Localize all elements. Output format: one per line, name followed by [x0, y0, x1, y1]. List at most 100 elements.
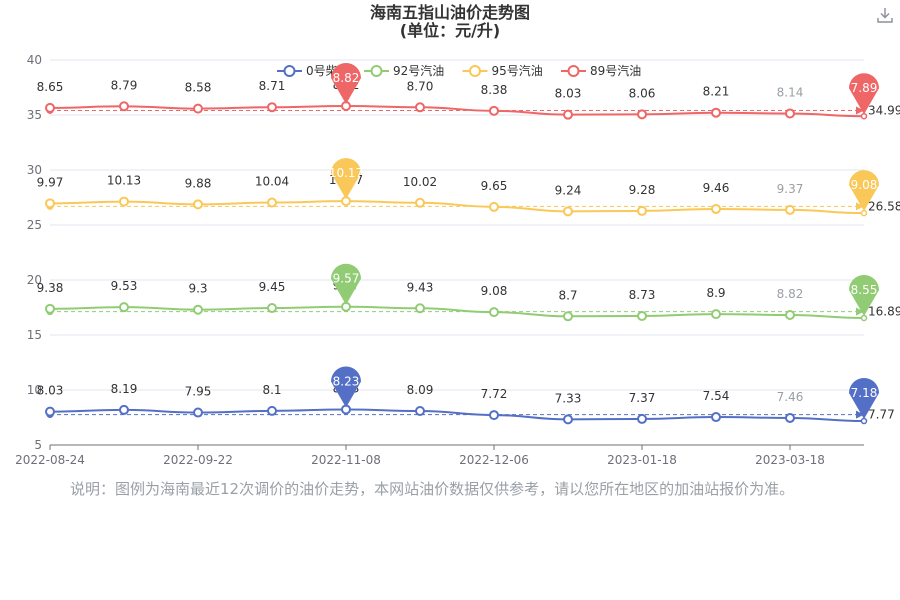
series-line: [49, 104, 865, 118]
average-line-arrow: [856, 202, 864, 211]
data-label: 7.33: [555, 391, 582, 405]
data-point: [267, 405, 277, 416]
x-tick-label: 2022-08-24: [15, 453, 85, 467]
data-point: [119, 196, 129, 207]
legend-item[interactable]: 92号汽油: [364, 63, 444, 78]
x-tick-label: 2022-09-22: [163, 453, 233, 467]
data-point: [45, 303, 55, 314]
min-marker-label: 7.18: [851, 386, 878, 400]
data-label: 7.46: [777, 390, 804, 404]
data-point: [860, 314, 868, 322]
y-tick-label: 20: [27, 273, 42, 287]
min-marker: 9.08: [849, 170, 879, 212]
data-label: 8.7: [558, 288, 577, 302]
data-label: 10.13: [107, 174, 141, 188]
data-label: 9.3: [188, 282, 207, 296]
data-point: [193, 304, 203, 315]
series-line: [49, 200, 865, 215]
max-marker-label: 10.17: [329, 166, 363, 180]
min-marker: 7.18: [849, 378, 879, 420]
average-line-arrow: [856, 106, 864, 115]
data-label: 9.43: [407, 280, 434, 294]
data-label: 8.21: [703, 85, 730, 99]
series: 7.778.038.197.958.18.238.097.727.337.377…: [37, 381, 895, 425]
max-marker-shape: [331, 263, 361, 305]
data-point: [563, 206, 573, 217]
data-point: [267, 102, 277, 113]
data-point: [45, 406, 55, 417]
max-marker: 8.23: [331, 366, 361, 408]
data-label: 7.72: [481, 387, 508, 401]
average-label: 26.58: [868, 199, 900, 213]
data-point: [711, 309, 721, 320]
data-point: [45, 198, 55, 209]
y-tick-label: 35: [27, 108, 42, 122]
data-point: [860, 209, 868, 217]
data-point: [563, 109, 573, 120]
data-label: 8.1: [262, 383, 281, 397]
data-label: 9.24: [555, 183, 582, 197]
average-label: 16.89: [868, 305, 900, 319]
data-label: 8.38: [481, 83, 508, 97]
data-point: [785, 309, 795, 320]
x-tick-label: 2022-11-08: [311, 453, 381, 467]
min-marker-label: 9.08: [851, 178, 878, 192]
legend-item[interactable]: 89号汽油: [561, 63, 641, 78]
data-point: [489, 201, 499, 212]
data-label: 9.38: [37, 281, 64, 295]
series: 34.998.658.798.588.718.828.708.388.038.0…: [37, 78, 900, 120]
data-point: [193, 199, 203, 210]
data-point: [119, 404, 129, 415]
data-point: [193, 103, 203, 114]
legend-label: 89号汽油: [590, 63, 641, 78]
data-point: [637, 205, 647, 216]
data-label: 7.54: [703, 389, 730, 403]
data-point: [711, 203, 721, 214]
data-label: 8.71: [259, 79, 286, 93]
download-icon[interactable]: [876, 6, 894, 24]
max-marker-shape: [331, 62, 361, 104]
data-point: [267, 303, 277, 314]
max-marker-label: 8.23: [333, 374, 360, 388]
data-label: 8.14: [777, 85, 804, 99]
data-point: [785, 412, 795, 423]
min-marker: 7.89: [849, 73, 879, 115]
data-label: 7.95: [185, 385, 212, 399]
data-label: 10.02: [403, 175, 437, 189]
data-point: [489, 410, 499, 421]
data-label: 8.03: [555, 87, 582, 101]
x-tick-label: 2023-01-18: [607, 453, 677, 467]
legend-item[interactable]: 95号汽油: [462, 63, 543, 78]
min-marker-shape: [849, 378, 879, 420]
legend-marker: [567, 65, 580, 77]
data-point: [489, 105, 499, 116]
data-point: [415, 303, 425, 314]
data-point: [860, 417, 868, 425]
series: 26.589.9710.139.8810.0410.1710.029.659.2…: [37, 173, 900, 217]
data-label: 9.08: [481, 284, 508, 298]
max-marker: 10.17: [329, 158, 363, 200]
data-point: [193, 407, 203, 418]
data-label: 8.9: [706, 286, 725, 300]
line-chart: 5 10 15 20 25 30 35 40 2022-08-24 2022-09-22 2022-…: [15, 53, 900, 467]
data-point: [637, 109, 647, 120]
data-point: [415, 197, 425, 208]
data-label: 9.28: [629, 183, 656, 197]
max-marker-label: 9.57: [333, 272, 360, 286]
data-point: [563, 311, 573, 322]
data-label: 8.03: [37, 384, 64, 398]
legend-marker: [469, 65, 481, 77]
data-point: [785, 108, 795, 119]
data-point: [637, 413, 647, 424]
legend-label: 92号汽油: [393, 63, 444, 78]
data-label: 8.58: [185, 81, 212, 95]
y-tick-label: 25: [27, 218, 42, 232]
average-label: 7.77: [868, 408, 895, 422]
y-tick-label: 10: [27, 383, 42, 397]
legend-label: 95号汽油: [492, 63, 543, 78]
average-line-arrow: [856, 307, 864, 316]
data-point: [119, 302, 129, 313]
min-marker-shape: [849, 274, 879, 316]
max-marker-label: 8.82: [333, 71, 360, 85]
data-label: 9.53: [111, 279, 138, 293]
